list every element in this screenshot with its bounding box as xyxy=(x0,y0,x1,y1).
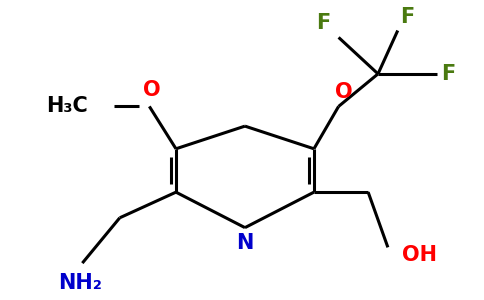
Text: F: F xyxy=(317,14,331,34)
Text: O: O xyxy=(142,80,160,100)
Text: O: O xyxy=(335,82,352,103)
Text: OH: OH xyxy=(402,245,437,265)
Text: F: F xyxy=(441,64,455,84)
Text: F: F xyxy=(400,7,414,27)
Text: H₃C: H₃C xyxy=(46,96,88,116)
Text: NH₂: NH₂ xyxy=(59,273,102,293)
Text: N: N xyxy=(236,233,254,254)
